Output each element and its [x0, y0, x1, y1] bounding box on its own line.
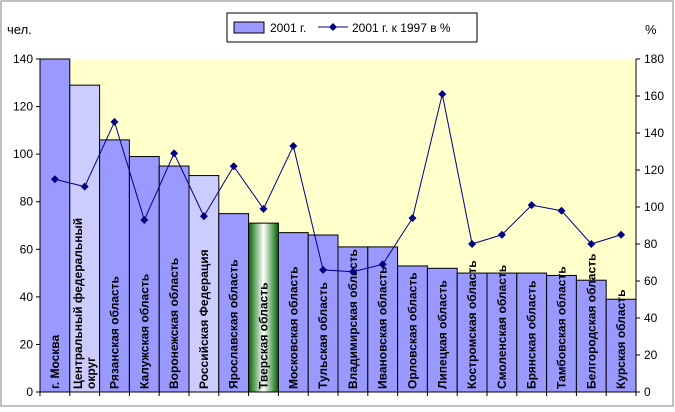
line-point-10 — [319, 265, 328, 274]
category-label-15: Костромская область — [465, 260, 479, 389]
category-label-18: Тамбовская область — [555, 266, 569, 389]
line-point-2 — [80, 182, 89, 191]
line-point-13 — [408, 214, 417, 223]
y2-tick-label-40: 40 — [644, 311, 658, 325]
y-tick-label-120: 120 — [13, 100, 33, 114]
category-label-5: Воронежская область — [167, 258, 181, 389]
line-point-12 — [378, 260, 387, 269]
bar-14 — [426, 267, 458, 393]
category-label-16: Смоленская область — [495, 265, 509, 389]
y-tick-label-0: 0 — [26, 385, 33, 399]
y-tick-label-20: 20 — [20, 337, 34, 351]
bar-18 — [546, 274, 577, 393]
y2-tick-label-140: 140 — [644, 126, 664, 140]
y-tick-label-60: 60 — [20, 242, 34, 256]
category-label-17: Брянская область — [525, 281, 539, 389]
line-point-9 — [289, 141, 298, 150]
y2-tick-label-180: 180 — [644, 52, 664, 66]
y-tick-label-80: 80 — [20, 195, 34, 209]
category-label-11: Владимирская область — [346, 249, 360, 389]
bar-12 — [367, 246, 399, 393]
category-label-12: Ивановская область — [376, 266, 390, 389]
legend-bar-label: 2001 г. — [270, 21, 306, 35]
legend-bar-swatch — [233, 21, 265, 34]
y2-tick-label-60: 60 — [644, 274, 658, 288]
y2-axis-title: % — [645, 22, 657, 37]
category-label-7: Ярославская область — [227, 259, 241, 389]
category-label-20: Курская область — [614, 289, 628, 389]
line-point-17 — [527, 201, 536, 210]
line-point-18 — [557, 206, 566, 215]
line-point-3 — [110, 117, 119, 126]
bar-9 — [277, 232, 309, 393]
bar-15 — [456, 272, 488, 393]
bar-13 — [397, 265, 428, 393]
legend-line-marker — [329, 23, 337, 31]
bar-7 — [218, 213, 250, 393]
line-point-19 — [587, 240, 596, 248]
category-label-9: Московская область — [286, 267, 300, 389]
line-point-8 — [259, 204, 268, 213]
axes-layer: 0 20 40 60 80 100 120 140 0 20 40 60 80 100 120 140 160 1… — [13, 52, 664, 399]
category-label-8: Тверская область — [257, 283, 271, 389]
y2-tick-label-120: 120 — [644, 163, 664, 177]
bars-layer — [39, 58, 637, 393]
bar-1 — [39, 58, 71, 393]
y-tick-label-40: 40 — [20, 290, 34, 304]
y-axis-title: чел. — [7, 22, 32, 37]
category-label-2-line-1: Центральный федеральный — [71, 218, 85, 389]
line-point-16 — [497, 230, 506, 239]
line-series-path — [54, 94, 622, 273]
legend-line-label: 2001 г. к 1997 в % — [352, 21, 451, 35]
category-label-2-line-2: округ — [84, 357, 98, 389]
y2-tick-label-20: 20 — [644, 348, 658, 362]
bar-2 — [69, 84, 101, 393]
category-label-3: Рязанская область — [108, 276, 122, 389]
legend: 2001 г. 2001 г. к 1997 в % — [226, 12, 478, 43]
y-tick-label-100: 100 — [13, 147, 33, 161]
legend-box — [226, 12, 478, 43]
y-tick-label-140: 140 — [13, 52, 33, 66]
category-labels-layer: г. Москва Центральный федеральный округ Ряз… — [48, 218, 628, 389]
line-point-11 — [348, 267, 357, 276]
category-label-10: Тульская область — [316, 282, 330, 389]
line-point-6 — [199, 212, 208, 221]
category-label-6: Российская Федерация — [197, 249, 211, 389]
line-point-7 — [229, 162, 238, 171]
y2-tick-label-160: 160 — [644, 89, 664, 103]
line-point-5 — [170, 149, 179, 158]
line-point-20 — [617, 230, 626, 239]
category-label-19: Белгородская область — [584, 254, 598, 389]
bar-17 — [516, 272, 548, 393]
line-point-15 — [468, 240, 477, 248]
y2-tick-label-80: 80 — [644, 237, 658, 251]
bar-16 — [486, 272, 518, 393]
bar-20 — [605, 298, 637, 393]
line-point-4 — [140, 215, 149, 224]
category-label-1: г. Москва — [48, 334, 62, 389]
line-series-layer — [50, 90, 626, 276]
y2-tick-label-100: 100 — [644, 200, 664, 214]
category-label-14: Липецкая область — [435, 280, 449, 389]
bar-8 — [248, 222, 279, 393]
category-label-13: Орловская область — [406, 272, 420, 389]
y2-tick-label-0: 0 — [644, 385, 651, 399]
line-point-14 — [438, 90, 447, 99]
line-point-1 — [50, 175, 59, 184]
category-label-4: Калужская область — [137, 274, 151, 389]
